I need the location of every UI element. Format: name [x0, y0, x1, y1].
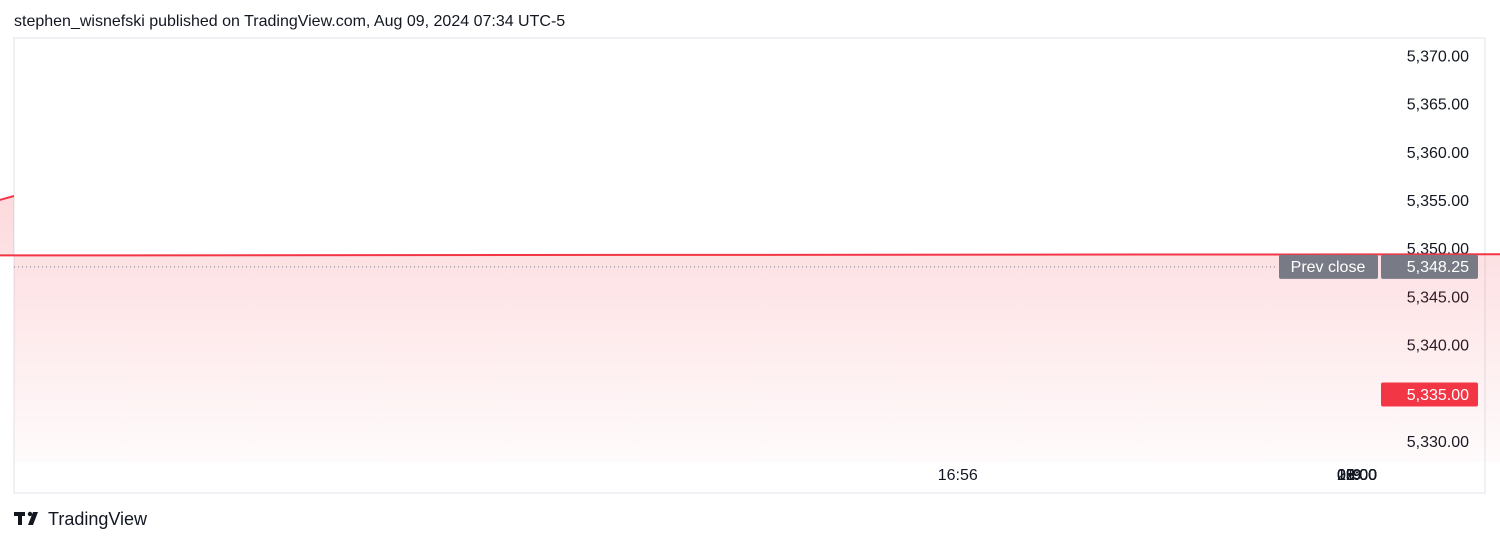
prev-close-name: Prev close [1291, 259, 1366, 276]
last-price-box [1381, 382, 1478, 407]
y-tick-label: 5,370.00 [1407, 48, 1469, 65]
x-tick-label: 09:00 [1337, 467, 1377, 484]
x-tick-label: 03:00 [1337, 467, 1377, 484]
header: stephen_wisnefski published on TradingVi… [14, 13, 565, 30]
prev-close-value: 5,348.25 [1407, 259, 1469, 276]
x-tick-label: 21:00 [1337, 467, 1377, 484]
brand: TradingView [48, 509, 148, 529]
x-tick-label: 9 [1353, 467, 1362, 484]
y-tick-label: 5,360.00 [1407, 145, 1469, 162]
y-tick-label: 5,365.00 [1407, 97, 1469, 114]
x-tick-label: 18:00 [1337, 467, 1377, 484]
logo [14, 511, 38, 525]
y-tick-label: 5,355.00 [1407, 193, 1469, 210]
x-tick-label: 12:00 [1337, 467, 1377, 484]
x-tick-label: 06:00 [1337, 467, 1377, 484]
prev-close-box [1279, 254, 1378, 279]
area-fill [0, 196, 1500, 462]
last-price-label: 5,335.00 [1407, 387, 1469, 404]
prev-close-value-box [1381, 254, 1478, 279]
x-tick-label: 15:00 [1337, 467, 1377, 484]
x-tick-label: 16:56 [938, 467, 978, 484]
